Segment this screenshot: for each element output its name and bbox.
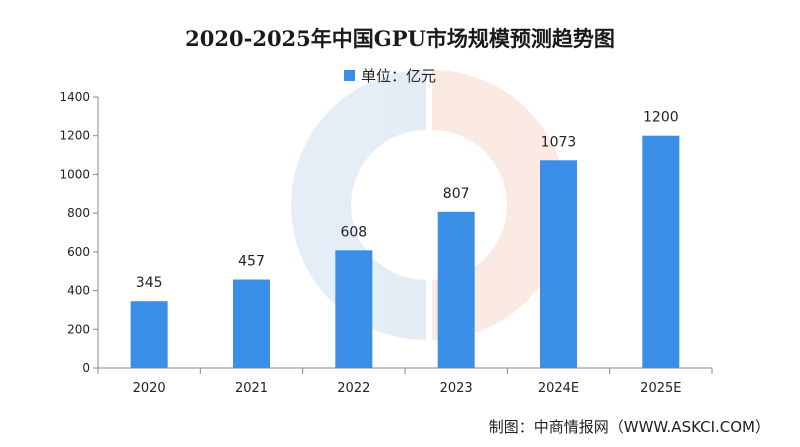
data-label-2025E: 1200	[643, 110, 679, 126]
x-tick-label-2024E: 2024E	[538, 381, 579, 396]
data-label-2024E: 1073	[541, 134, 577, 150]
legend-label: 单位：亿元	[361, 67, 436, 85]
y-tick-label: 800	[67, 206, 90, 220]
watermark-logo	[291, 70, 567, 340]
x-tick-label-2022: 2022	[337, 381, 370, 396]
data-label-2021: 457	[238, 254, 265, 270]
data-label-2022: 608	[340, 224, 367, 240]
y-tick-label: 1200	[59, 129, 90, 143]
chart-title: 2020-2025年中国GPU市场规模预测趋势图	[185, 26, 615, 51]
data-label-2023: 807	[443, 186, 470, 202]
x-axis-ticks: 2020 2021 2022 2023 2024E 2025E	[97, 368, 713, 396]
bar-2022	[335, 250, 373, 368]
bar-2024E	[540, 160, 577, 368]
legend-swatch	[344, 70, 355, 81]
y-tick-label: 600	[67, 245, 90, 259]
x-tick-label-2021: 2021	[235, 381, 268, 396]
x-tick-label-2020: 2020	[133, 381, 166, 396]
y-tick-label: 400	[67, 284, 90, 298]
y-axis-ticks: 0 200 400 600 800 1000 1200 1400	[59, 90, 98, 375]
data-labels: 345 457 608 807 1073 1200	[136, 110, 679, 292]
y-tick-label: 1000	[59, 167, 90, 181]
bar-2023	[437, 211, 475, 368]
x-tick-label-2025E: 2025E	[640, 381, 681, 396]
source-note: 制图：中商情报网（WWW.ASKCI.COM）	[489, 418, 770, 436]
legend: 单位：亿元	[344, 67, 436, 85]
bars	[130, 135, 680, 368]
data-label-2020: 345	[136, 275, 163, 291]
bar-2025E	[642, 135, 680, 368]
y-tick-label: 0	[82, 361, 90, 375]
bar-2020	[130, 301, 168, 368]
bar-2021	[233, 279, 270, 368]
y-tick-label: 200	[67, 322, 90, 336]
x-tick-label-2023: 2023	[440, 381, 473, 396]
y-tick-label: 1400	[59, 90, 90, 104]
